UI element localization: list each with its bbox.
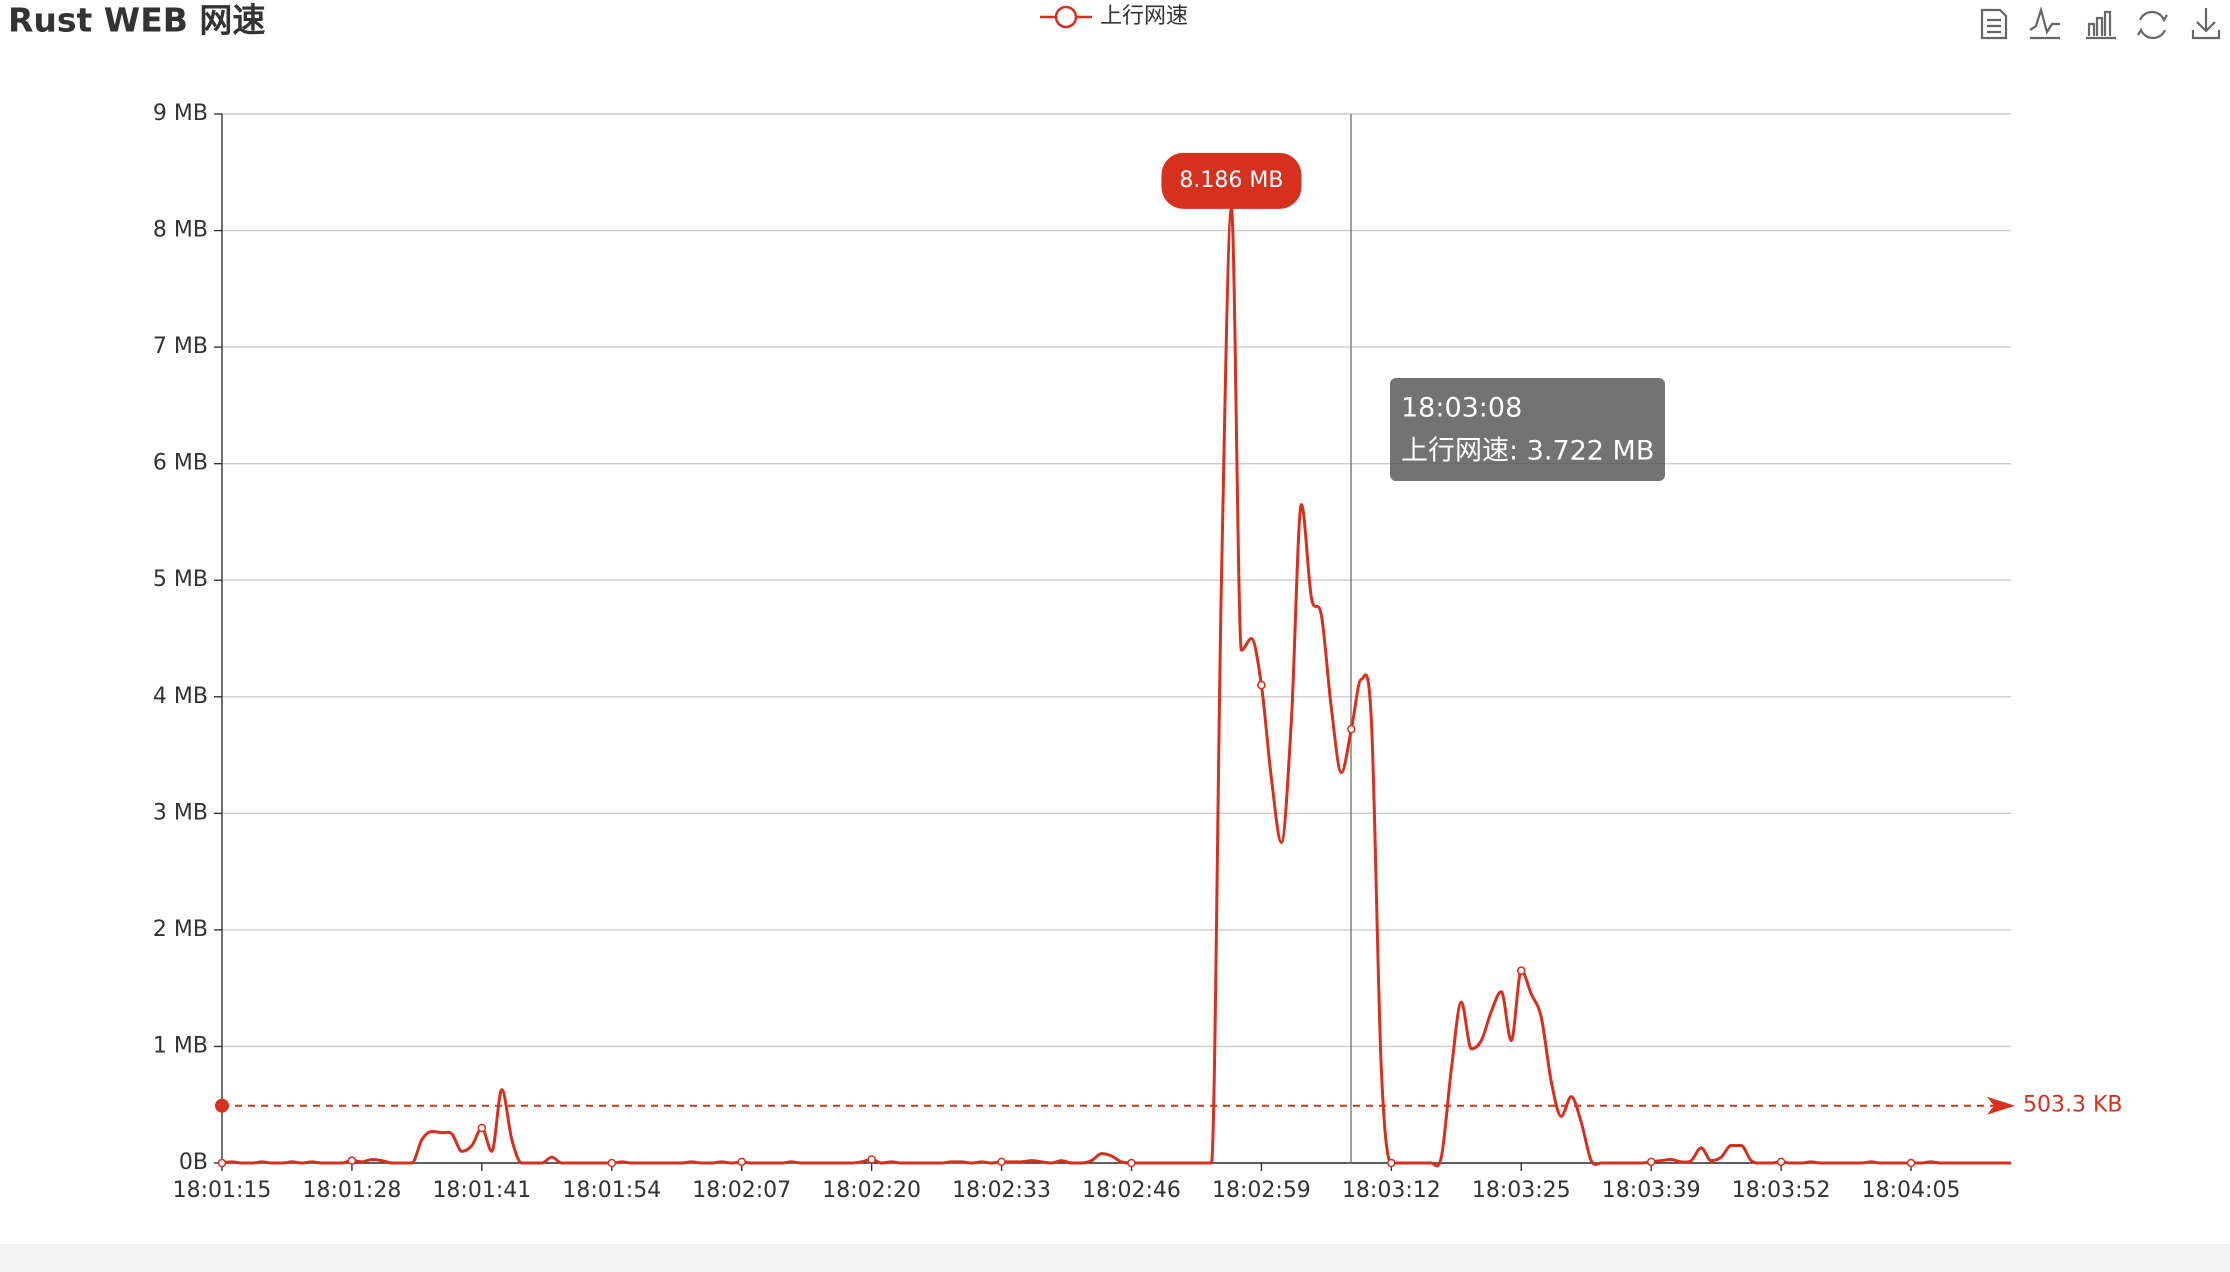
y-tick-label: 2 MB (153, 917, 208, 942)
restore-button[interactable] (2137, 10, 2168, 40)
bar-chart-button[interactable] (2086, 10, 2116, 40)
point-marker (477, 1123, 487, 1133)
tooltip-title: 18:03:08 (1401, 393, 1522, 424)
point-marker (1776, 1157, 1786, 1167)
point-marker (1387, 1158, 1396, 1168)
y-tick-label: 3 MB (153, 800, 208, 825)
point-marker (997, 1157, 1006, 1167)
chart-title: Rust WEB 网速 (8, 1, 265, 40)
save-image-button[interactable] (2191, 8, 2221, 40)
y-tick-label: 7 MB (153, 334, 208, 359)
point-marker (347, 1156, 357, 1165)
y-tick-label: 8 MB (153, 218, 208, 243)
data-view-button[interactable] (1980, 8, 2008, 40)
average-start (215, 1098, 229, 1113)
legend-marker (1054, 5, 1078, 29)
point-marker (1646, 1157, 1656, 1167)
x-tick-label: 18:02:20 (822, 1178, 921, 1203)
average-label: 503.3 KB (2023, 1093, 2123, 1118)
x-tick-label: 18:04:05 (1862, 1178, 1961, 1203)
series-line (221, 207, 2011, 1168)
tooltip: 18:03:08 上行网速: 3.722 MB (1390, 378, 1665, 481)
x-tick-label: 18:01:15 (173, 1178, 272, 1203)
y-tick-label: 1 MB (153, 1033, 208, 1058)
x-tick-label: 18:02:07 (692, 1178, 791, 1203)
x-tick-label: 18:03:39 (1602, 1178, 1701, 1203)
tooltip-box (1390, 378, 1665, 481)
bottom-strip (0, 1244, 2230, 1272)
legend: 上行网速 (1040, 4, 1188, 29)
x-tick-label: 18:02:59 (1212, 1178, 1311, 1203)
x-tick-label: 18:03:25 (1472, 1178, 1571, 1203)
y-tick-label: 9 MB (153, 101, 208, 126)
legend-label: 上行网速 (1100, 4, 1188, 29)
point-marker (1257, 680, 1266, 690)
tooltip-text: 上行网速: 3.722 MB (1401, 436, 1654, 467)
line-chart-button[interactable] (2029, 6, 2060, 40)
point-marker (607, 1158, 617, 1168)
y-tick-label: 6 MB (153, 451, 208, 476)
y-tick-label: 0B (179, 1150, 208, 1175)
y-tick-label: 5 MB (153, 567, 208, 592)
point-marker (1347, 724, 1356, 734)
x-tick-label: 18:03:52 (1732, 1178, 1831, 1203)
point-marker (1127, 1158, 1136, 1168)
point-marker (217, 1158, 227, 1168)
point-marker (867, 1155, 876, 1164)
x-tick-label: 18:02:33 (952, 1178, 1051, 1203)
point-marker (737, 1157, 746, 1167)
x-tick-label: 18:01:54 (562, 1178, 661, 1203)
toolbox (1980, 6, 2221, 40)
x-tick-label: 18:01:41 (432, 1178, 531, 1203)
point-marker (1906, 1158, 1916, 1168)
max-marker (1161, 152, 1302, 209)
average-arrow (1987, 1096, 2015, 1115)
y-tick-label: 4 MB (153, 684, 208, 709)
x-tick-label: 18:02:46 (1082, 1178, 1181, 1203)
point-marker (1517, 966, 1526, 975)
x-tick-label: 18:03:12 (1342, 1178, 1441, 1203)
max-label: 8.186 MB (1179, 168, 1283, 193)
x-tick-label: 18:01:28 (303, 1178, 402, 1203)
